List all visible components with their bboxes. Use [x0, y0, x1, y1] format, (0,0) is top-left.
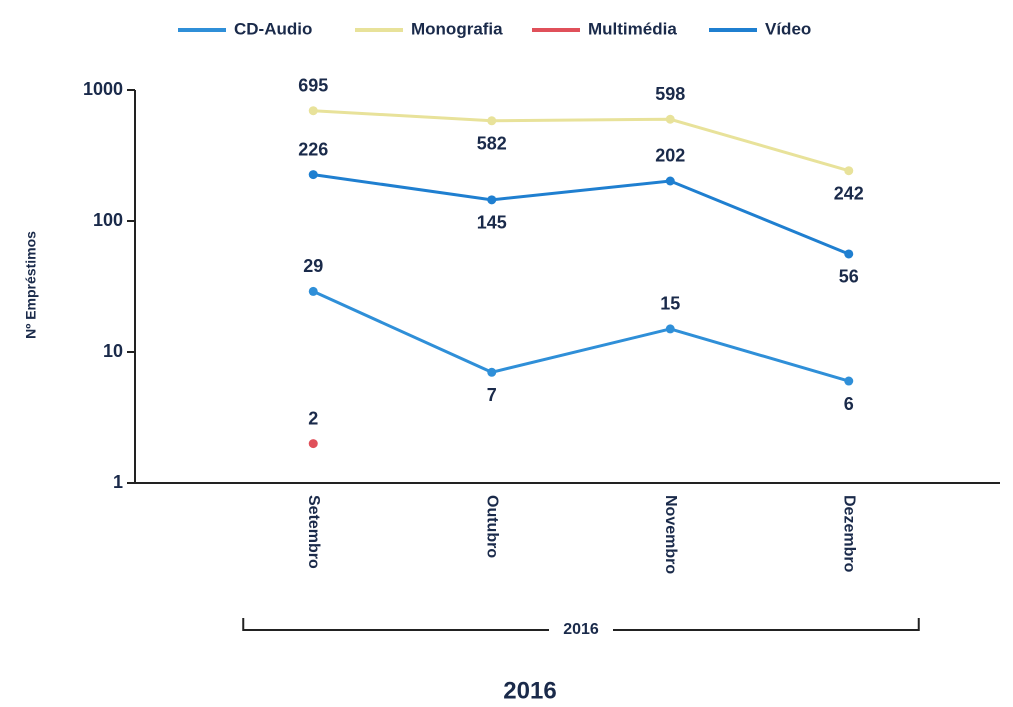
data-point — [308, 170, 318, 180]
data-point — [844, 166, 854, 176]
data-point — [665, 176, 675, 186]
legend-label: Vídeo — [765, 19, 811, 38]
data-label: 145 — [477, 213, 507, 233]
x-tick-label: Setembro — [305, 495, 322, 569]
legend-label: CD-Audio — [234, 19, 312, 38]
x-tick-label: Outubro — [484, 495, 501, 558]
data-point — [844, 249, 854, 259]
data-label: 2 — [308, 408, 318, 428]
data-label: 15 — [660, 294, 680, 314]
data-label: 242 — [834, 183, 864, 203]
group-label-bg — [549, 620, 613, 640]
group-label: 2016 — [563, 621, 599, 638]
y-tick-label: 100 — [93, 210, 123, 230]
data-label: 29 — [303, 256, 323, 276]
data-label: 7 — [487, 385, 497, 405]
data-label: 226 — [298, 139, 328, 159]
series-line — [313, 109, 850, 173]
y-axis-title: Nº Empréstimos — [23, 231, 39, 339]
legend-label: Monografia — [411, 19, 503, 38]
series-line — [312, 290, 850, 383]
data-point — [487, 367, 497, 377]
data-point — [308, 439, 318, 449]
data-point — [665, 114, 675, 124]
data-label: 582 — [477, 134, 507, 154]
y-tick-label: 1 — [113, 472, 123, 492]
data-point — [487, 116, 497, 126]
data-point — [665, 324, 675, 334]
legend-label: Multimédia — [588, 19, 677, 38]
data-point — [308, 106, 318, 116]
data-label: 6 — [844, 394, 854, 414]
y-tick-label: 10 — [103, 341, 123, 361]
x-tick-label: Dezembro — [841, 495, 858, 573]
x-axis-title: 2016 — [503, 677, 556, 704]
data-label: 56 — [839, 267, 859, 287]
data-point — [487, 195, 497, 205]
series-line — [313, 173, 850, 256]
data-point — [308, 286, 318, 296]
data-label: 695 — [298, 75, 328, 95]
y-tick-label: 1000 — [83, 79, 123, 99]
data-point — [844, 376, 854, 386]
data-label: 202 — [655, 146, 685, 166]
data-label: 598 — [655, 84, 685, 104]
x-tick-label: Novembro — [662, 495, 679, 574]
